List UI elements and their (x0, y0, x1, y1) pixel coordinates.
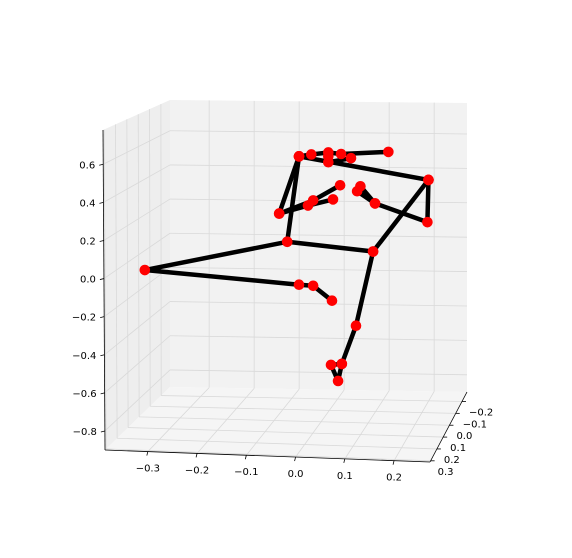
grid-line (104, 335, 171, 394)
landmark (367, 246, 379, 257)
landmark (281, 236, 293, 248)
tick-mark (244, 455, 247, 460)
landmark (336, 358, 348, 370)
y-tick-label: −0.2 (469, 407, 493, 418)
grid-line (103, 164, 171, 203)
grid-line (103, 267, 171, 317)
grid-line (139, 416, 450, 426)
y-tick-label: 0.2 (444, 455, 460, 466)
grid-line (393, 391, 435, 461)
x-tick-label: −0.2 (185, 465, 209, 476)
tick-mark (99, 240, 104, 242)
grid-line (150, 405, 456, 414)
landmark (273, 208, 285, 219)
z-tick-label: 0.2 (80, 236, 96, 247)
pose-line (355, 179, 431, 225)
grid-line (295, 389, 345, 458)
grid-line (169, 369, 468, 376)
grid-line (147, 387, 210, 452)
grid-line (104, 301, 171, 356)
z-tick-label: 0.4 (80, 198, 96, 209)
grid-line (126, 119, 129, 428)
y-tick-label: 0.0 (456, 431, 472, 442)
landmark (327, 194, 339, 205)
landmark (335, 148, 347, 160)
landmark (326, 295, 338, 306)
landmark (293, 279, 305, 291)
grid-line (103, 130, 171, 165)
tick-mark (99, 163, 104, 166)
landmark (307, 280, 319, 292)
landmark (422, 216, 433, 228)
z-tick-label: 0.0 (80, 275, 96, 286)
x-axis (104, 449, 431, 463)
z-tick-label: 0.6 (79, 160, 95, 171)
landmark (306, 149, 317, 160)
x-tick-label: −0.3 (136, 464, 160, 475)
grid-line (196, 388, 255, 454)
side-pane (103, 100, 170, 450)
grid-line (161, 395, 462, 402)
grid-line (103, 129, 107, 449)
x-tick-label: 0.1 (337, 471, 353, 482)
tick-mark (100, 316, 105, 319)
grid-line (169, 164, 468, 169)
tick-mark (294, 456, 296, 462)
z-tick-label: −0.2 (72, 313, 96, 324)
y-tick-label: −0.1 (463, 419, 487, 430)
landmark (383, 146, 394, 158)
y-axis (429, 391, 468, 463)
landmark (345, 152, 357, 164)
landmark (293, 151, 305, 162)
landmark (369, 198, 381, 209)
grid-line (169, 267, 468, 272)
grid-line (128, 427, 444, 438)
landmark (325, 359, 337, 371)
tick-mark (99, 278, 105, 280)
grid-line (106, 448, 431, 462)
landmark (355, 180, 366, 192)
grid-line (169, 335, 468, 341)
z-tick-label: −0.4 (72, 351, 96, 362)
grid-line (103, 198, 171, 241)
floor-pane (105, 387, 467, 462)
tick-mark (100, 392, 105, 395)
x-tick-label: 0.2 (386, 473, 402, 484)
grid-line (169, 130, 468, 135)
grid-line (117, 437, 437, 450)
grid-line (149, 109, 151, 407)
tick-mark (99, 201, 104, 204)
grid-line (169, 301, 468, 307)
tick-mark (146, 451, 149, 456)
y-tick-label: 0.3 (438, 467, 454, 478)
grid-line (169, 232, 468, 238)
grid-line (137, 114, 140, 417)
tick-mark (195, 453, 198, 458)
tick-mark (100, 430, 105, 433)
z-tick-label: −0.8 (73, 427, 97, 438)
grid-line (344, 390, 390, 460)
x-tick-label: −0.1 (234, 467, 258, 478)
z-tick-label: −0.6 (72, 389, 96, 400)
z-axis (102, 129, 106, 451)
landmark (350, 320, 362, 332)
landmark (332, 375, 344, 387)
tick-mark (343, 458, 346, 463)
landmark (334, 179, 346, 191)
grid-line (115, 124, 118, 439)
tick-mark (100, 354, 105, 357)
y-tick-label: 0.1 (450, 443, 466, 454)
tick-mark (392, 460, 395, 465)
grid-line (103, 232, 171, 279)
grid-line (104, 369, 171, 432)
landmark (423, 174, 434, 186)
landmark (302, 200, 314, 211)
landmark (139, 264, 151, 276)
grid-line (246, 388, 300, 456)
landmark (323, 150, 334, 162)
x-tick-label: 0.0 (288, 469, 304, 480)
